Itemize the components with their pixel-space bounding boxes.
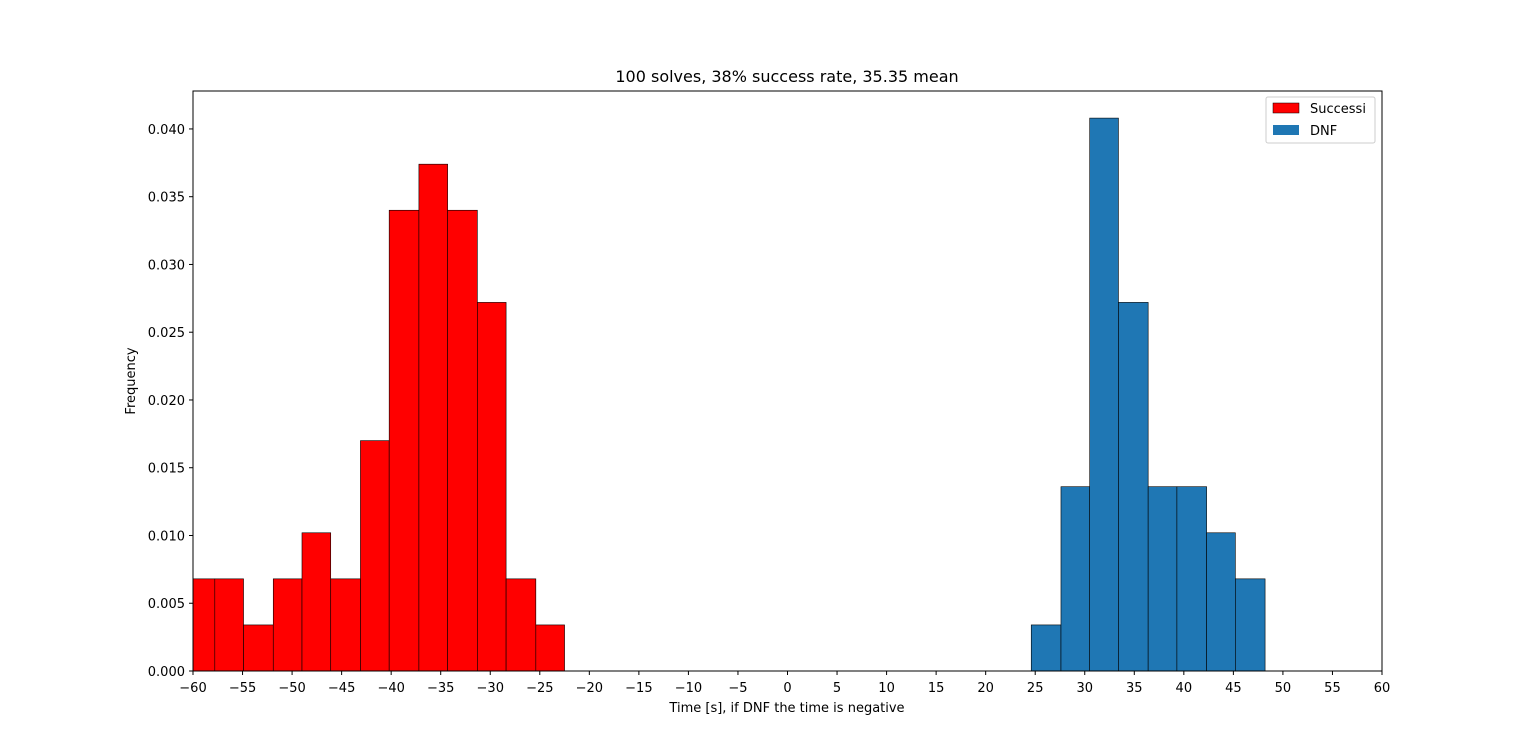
dnf-bar-4: [1147, 486, 1178, 672]
x-tick-label: −5: [728, 681, 747, 696]
x-tick-label: −30: [477, 681, 504, 696]
successi-bar-9: [447, 209, 478, 672]
x-tick-label: −45: [328, 681, 355, 696]
x-tick-label: −60: [179, 681, 206, 696]
successi-bar-2: [243, 624, 274, 672]
successi-bar-8: [418, 163, 448, 672]
legend: Successi DNF: [1265, 96, 1376, 144]
legend-label-dnf: DNF: [1310, 124, 1337, 139]
chart-title: 100 solves, 38% success rate, 35.35 mean: [615, 67, 958, 86]
x-tick-label: −15: [625, 681, 652, 696]
x-tick-label: 55: [1324, 681, 1341, 696]
x-tick-label: −35: [427, 681, 454, 696]
x-tick-label: 45: [1225, 681, 1242, 696]
dnf-bar-3: [1118, 302, 1149, 672]
successi-bar-1: [214, 578, 244, 672]
successi-bar-0: [192, 578, 216, 672]
y-tick-label: 0.015: [148, 462, 185, 477]
x-tick-label: 30: [1076, 681, 1093, 696]
y-tick-label: 0.000: [148, 665, 185, 680]
x-tick-label: 50: [1275, 681, 1292, 696]
y-tick-label: 0.010: [148, 529, 185, 544]
dnf-bar-7: [1235, 578, 1266, 672]
y-tick-label: 0.035: [148, 191, 185, 206]
legend-label-successi: Successi: [1310, 102, 1366, 117]
successi-bar-12: [535, 624, 565, 672]
successi-bar-10: [477, 302, 507, 672]
legend-swatch-dnf: [1273, 125, 1299, 135]
successi-bar-7: [388, 209, 420, 672]
y-tick-label: 0.030: [148, 258, 185, 273]
x-axis-label: Time [s], if DNF the time is negative: [668, 701, 904, 716]
y-axis-label: Frequency: [124, 347, 139, 414]
x-tick-label: 40: [1176, 681, 1193, 696]
legend-swatch-successi: [1272, 102, 1300, 114]
x-tick-label: 35: [1126, 681, 1143, 696]
x-tick-label: −40: [377, 681, 404, 696]
successi-bar-3: [272, 578, 303, 672]
y-tick-label: 0.040: [148, 123, 185, 138]
x-tick-label: 5: [833, 681, 841, 696]
x-tick-label: 60: [1374, 681, 1391, 696]
dnf-bar-6: [1206, 532, 1236, 672]
x-tick-label: −10: [675, 681, 702, 696]
x-tick-label: −25: [526, 681, 553, 696]
x-tick-label: −55: [229, 681, 256, 696]
x-tick-label: −20: [576, 681, 603, 696]
x-tick-label: 20: [977, 681, 994, 696]
successi-bar-11: [505, 578, 537, 672]
y-tick-label: 0.025: [148, 326, 185, 341]
x-tick-label: −50: [278, 681, 305, 696]
successi-bar-4: [301, 532, 332, 672]
bars-layer: [192, 117, 1266, 672]
y-tick-label: 0.005: [148, 597, 185, 612]
x-tick-label: 25: [1027, 681, 1044, 696]
dnf-bar-0: [1030, 624, 1062, 672]
dnf-bar-2: [1089, 117, 1119, 672]
x-tick-label: 10: [878, 681, 895, 696]
x-tick-label: 0: [783, 681, 791, 696]
dnf-bar-1: [1060, 486, 1090, 672]
y-tick-label: 0.020: [148, 394, 185, 409]
y-axis: 0.000 0.005 0.010 0.015 0.020 0.025 0.030 0.035…: [148, 123, 193, 680]
dnf-bar-5: [1176, 486, 1207, 672]
successi-bar-6: [360, 440, 390, 672]
x-axis: −60 −55 −50 −45 −40 −35 −30 −25 −20 −15 −10 −5 0 5 10 1…: [179, 671, 1390, 696]
x-tick-label: 15: [928, 681, 945, 696]
successi-bar-5: [330, 578, 361, 672]
